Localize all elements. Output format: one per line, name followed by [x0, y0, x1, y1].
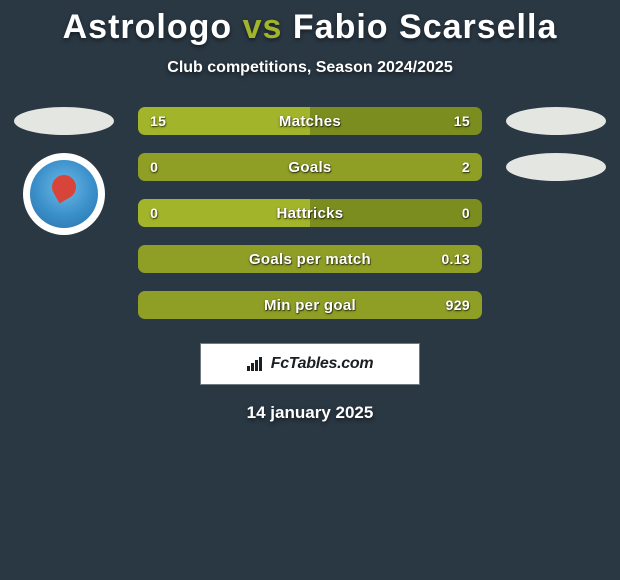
stat-bar-text: 15 Matches 15 [138, 107, 482, 135]
stat-value-right: 15 [454, 113, 470, 129]
title-player2: Fabio Scarsella [293, 8, 557, 46]
brand-box: FcTables.com [200, 343, 420, 385]
stat-value-right: 0.13 [441, 251, 469, 267]
club-badge-icon [30, 160, 98, 228]
stat-value-left: 15 [150, 113, 166, 129]
subtitle: Club competitions, Season 2024/2025 [0, 59, 620, 77]
right-player-column [502, 107, 610, 181]
comparison-card: Astrologo vs Fabio Scarsella Club compet… [0, 0, 620, 423]
stat-label: Goals per match [249, 251, 371, 268]
stat-bar-text: 0 Hattricks 0 [138, 199, 482, 227]
stat-label: Min per goal [264, 297, 356, 314]
bar-chart-icon [247, 357, 265, 371]
stat-bar: 0 Goals 2 [138, 153, 482, 181]
stat-label: Goals [288, 159, 331, 176]
stat-label: Hattricks [277, 205, 344, 222]
stat-value-left: 0 [150, 159, 158, 175]
stat-bar: Goals per match 0.13 [138, 245, 482, 273]
stat-bar: 15 Matches 15 [138, 107, 482, 135]
club-badge-placeholder [506, 153, 606, 181]
stat-bar-text: Min per goal 929 [138, 291, 482, 319]
stat-bar-text: 0 Goals 2 [138, 153, 482, 181]
player-photo-placeholder [14, 107, 114, 135]
stat-value-right: 929 [446, 297, 470, 313]
stat-value-right: 0 [462, 205, 470, 221]
title-vs: vs [243, 8, 283, 46]
title-player1: Astrologo [63, 8, 233, 46]
left-player-column [10, 107, 118, 235]
stat-value-left: 0 [150, 205, 158, 221]
stat-value-right: 2 [462, 159, 470, 175]
main-row: 15 Matches 15 0 Goals 2 0 Hattricks 0 Goals per m… [0, 107, 620, 319]
stat-bar-text: Goals per match 0.13 [138, 245, 482, 273]
stat-bar: 0 Hattricks 0 [138, 199, 482, 227]
brand-text: FcTables.com [271, 355, 374, 373]
stat-label: Matches [279, 113, 341, 130]
page-title: Astrologo vs Fabio Scarsella [0, 8, 620, 47]
player-photo-placeholder [506, 107, 606, 135]
stat-bar: Min per goal 929 [138, 291, 482, 319]
club-badge-left [23, 153, 105, 235]
date-label: 14 january 2025 [0, 403, 620, 423]
stat-bars: 15 Matches 15 0 Goals 2 0 Hattricks 0 Goals per m… [138, 107, 482, 319]
